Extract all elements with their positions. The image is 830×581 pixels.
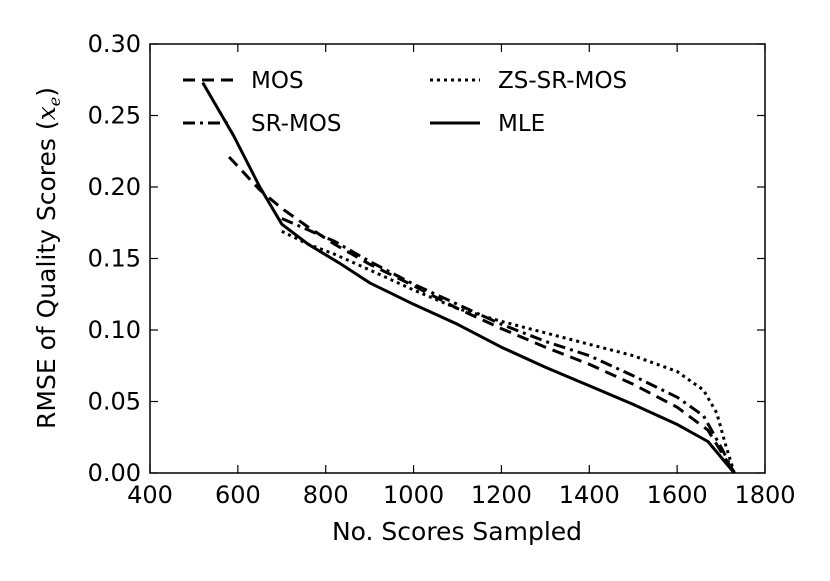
x-tick-label: 1200 (471, 481, 532, 509)
series-line-mos (228, 155, 736, 474)
y-axis-label-text: RMSE of Quality Scores (32, 138, 61, 429)
x-axis-label: No. Scores Sampled (332, 517, 582, 546)
y-tick-label: 0.10 (88, 316, 141, 344)
y-axis-label: RMSE of Quality Scores (xe) (32, 87, 64, 429)
x-tick-label: 800 (303, 481, 349, 509)
y-tick-label: 0.05 (88, 388, 141, 416)
plot-frame (149, 43, 766, 474)
y-tick-label: 0.30 (88, 30, 141, 58)
series-group (201, 81, 736, 474)
x-tick-label: 1000 (383, 481, 444, 509)
series-line-zs-sr-mos (281, 229, 736, 474)
series-line-mle (201, 81, 736, 474)
y-tick-label: 0.15 (88, 245, 141, 273)
x-tick-label: 1800 (734, 481, 795, 509)
y-axis-label-math: x (32, 106, 61, 120)
legend: MOS SR-MOS ZS-SR-MOS MLE (183, 68, 627, 137)
x-tick-label: 1600 (647, 481, 708, 509)
y-axis: 0.00 0.05 0.10 0.15 0.20 0.25 0.30 (88, 30, 765, 487)
legend-label-zs-sr-mos: ZS-SR-MOS (498, 68, 627, 94)
x-axis: 400 600 800 1000 1200 1400 1600 1800 (127, 44, 796, 509)
legend-label-mos: MOS (251, 68, 304, 94)
y-axis-label-math-sub: e (45, 97, 64, 106)
x-tick-label: 400 (127, 481, 173, 509)
x-tick-label: 1400 (559, 481, 620, 509)
legend-label-sr-mos: SR-MOS (251, 111, 342, 137)
y-tick-label: 0.25 (88, 102, 141, 130)
y-tick-label: 0.00 (88, 459, 141, 487)
legend-label-mle: MLE (498, 111, 545, 137)
y-tick-label: 0.20 (88, 173, 141, 201)
series-line-sr-mos (281, 217, 736, 474)
x-tick-label: 600 (215, 481, 261, 509)
